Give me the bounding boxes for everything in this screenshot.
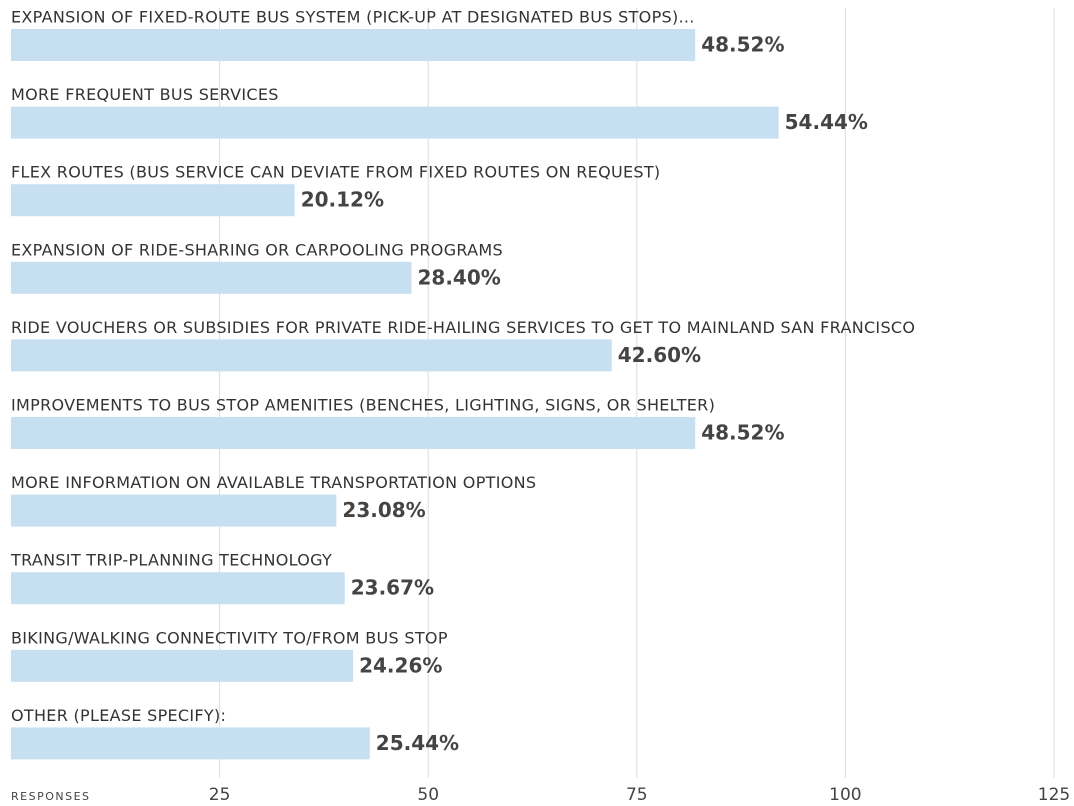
x-tick-label: 125: [1038, 785, 1070, 805]
category-label: OTHER (PLEASE SPECIFY):: [11, 706, 226, 725]
category-label: MORE INFORMATION ON AVAILABLE TRANSPORTA…: [11, 473, 536, 492]
x-axis-title: RESPONSES: [11, 790, 91, 803]
value-label: 48.52%: [701, 421, 784, 445]
bar: [11, 727, 370, 760]
bar: [11, 649, 354, 682]
x-tick-label: 25: [209, 785, 231, 805]
bar: [11, 494, 337, 527]
value-label: 25.44%: [376, 731, 459, 755]
bar: [11, 106, 779, 139]
category-label: BIKING/WALKING CONNECTIVITY TO/FROM BUS …: [11, 628, 448, 647]
category-label: MORE FREQUENT BUS SERVICES: [11, 85, 279, 104]
bar: [11, 184, 295, 217]
category-label: TRANSIT TRIP-PLANNING TECHNOLOGY: [10, 551, 332, 570]
value-label: 42.60%: [618, 343, 701, 367]
category-label: EXPANSION OF RIDE-SHARING OR CARPOOLING …: [11, 240, 503, 259]
value-label: 23.08%: [342, 498, 425, 522]
category-label: RIDE VOUCHERS OR SUBSIDIES FOR PRIVATE R…: [11, 318, 915, 337]
bar: [11, 261, 412, 294]
value-label: 28.40%: [418, 265, 501, 289]
value-label: 54.44%: [785, 110, 868, 134]
bar: [11, 572, 345, 605]
category-label: IMPROVEMENTS TO BUS STOP AMENITIES (BENC…: [11, 396, 715, 415]
x-tick-label: 100: [829, 785, 861, 805]
value-label: 48.52%: [701, 33, 784, 57]
value-label: 24.26%: [359, 653, 442, 677]
bar: [11, 339, 612, 372]
category-label: FLEX ROUTES (BUS SERVICE CAN DEVIATE FRO…: [11, 163, 660, 182]
bar: [11, 417, 696, 449]
category-label: EXPANSION OF FIXED-ROUTE BUS SYSTEM (PIC…: [11, 8, 695, 27]
bar: [11, 29, 696, 61]
x-tick-label: 75: [626, 785, 648, 805]
value-label: 20.12%: [301, 188, 384, 212]
x-tick-label: 50: [417, 785, 439, 805]
value-label: 23.67%: [351, 576, 434, 600]
